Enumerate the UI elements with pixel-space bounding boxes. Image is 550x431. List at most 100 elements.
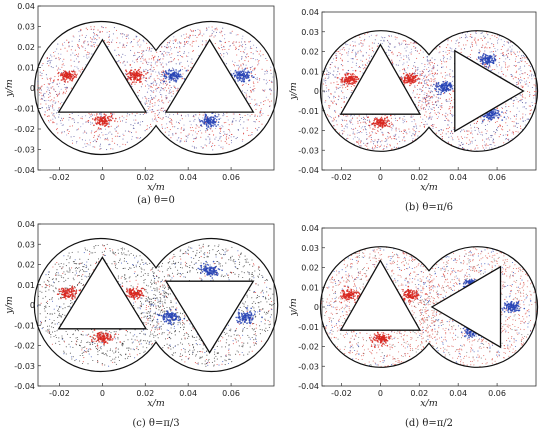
particle-point [434, 73, 436, 75]
particle-point [414, 72, 416, 74]
cluster-point [71, 70, 73, 73]
cluster-point [170, 70, 172, 72]
particle-point [202, 114, 204, 116]
particle-point [480, 118, 482, 120]
particle-point [487, 138, 489, 140]
particle-point [471, 142, 473, 144]
particle-point [131, 67, 133, 69]
cluster-point [134, 68, 136, 71]
particle-point [491, 34, 493, 36]
particle-point [63, 41, 65, 43]
particle-point [125, 37, 127, 39]
particle-point [246, 96, 248, 98]
particle-point [106, 149, 108, 151]
particle-point [511, 138, 513, 140]
particle-point [492, 51, 495, 53]
particle-point [192, 130, 194, 132]
particle-point [469, 141, 471, 143]
particle-point [151, 96, 153, 98]
particle-point [265, 96, 267, 98]
particle-point [238, 335, 240, 337]
particle-point [434, 72, 436, 74]
particle-point [519, 82, 522, 84]
particle-point [225, 133, 227, 136]
particle-point [179, 119, 181, 121]
particle-point [106, 41, 108, 43]
particle-point [148, 127, 151, 129]
particle-point [530, 75, 533, 77]
particle-point [166, 51, 168, 53]
particle-point [505, 122, 507, 124]
particle-point [185, 135, 187, 137]
particle-point [407, 64, 409, 67]
particle-point [55, 65, 57, 67]
cluster-point [128, 76, 130, 79]
particle-point [145, 128, 147, 131]
particle-point [254, 103, 257, 105]
particle-point [413, 65, 415, 67]
cluster-point [412, 81, 415, 84]
particle-point [202, 122, 204, 124]
particle-point [390, 35, 393, 37]
particle-point [464, 136, 466, 138]
cluster-point [108, 115, 110, 118]
particle-point [92, 146, 94, 148]
cluster-point [127, 75, 130, 78]
particle-point [136, 347, 138, 349]
particle-point [230, 142, 233, 144]
cluster-point [240, 80, 243, 83]
particle-point [255, 78, 257, 80]
particle-point [385, 140, 387, 142]
cluster-point [501, 111, 503, 113]
particle-point [432, 97, 434, 99]
particle-point [249, 47, 251, 49]
particle-point [375, 35, 377, 37]
particle-point [169, 117, 171, 120]
particle-point [336, 55, 338, 57]
particle-point [169, 61, 171, 63]
particle-point [227, 324, 229, 326]
particle-point [431, 79, 433, 81]
particle-point [427, 100, 429, 102]
particle-point [450, 143, 452, 146]
particle-point [179, 54, 181, 57]
particle-point [162, 83, 164, 85]
particle-point [258, 60, 260, 62]
particle-point [238, 120, 240, 122]
cluster-point [244, 76, 247, 78]
particle-point [447, 131, 449, 133]
particle-point [458, 138, 460, 140]
particle-point [350, 91, 352, 93]
particle-point [254, 115, 256, 117]
particle-point [391, 61, 393, 63]
particle-point [174, 87, 176, 89]
particle-point [112, 358, 114, 360]
particle-point [209, 139, 211, 141]
particle-point [70, 65, 72, 67]
cluster-point [145, 77, 147, 79]
cluster-point [503, 116, 506, 118]
particle-point [400, 130, 403, 132]
particle-point [87, 44, 89, 46]
particle-point [381, 131, 383, 133]
particle-point [515, 58, 517, 60]
cluster-point [206, 118, 208, 121]
particle-point [163, 79, 165, 81]
particle-point [146, 98, 148, 100]
particle-point [524, 120, 526, 122]
particle-point [417, 106, 419, 108]
particle-point [259, 50, 261, 52]
particle-point [82, 68, 84, 71]
particle-point [158, 73, 160, 75]
particle-point [80, 28, 82, 30]
cluster-point [248, 74, 250, 77]
particle-point [41, 107, 43, 109]
particle-point [70, 87, 72, 89]
particle-point [364, 126, 366, 128]
particle-point [525, 114, 527, 116]
particle-point [423, 96, 426, 98]
particle-point [469, 46, 472, 48]
particle-point [110, 148, 112, 150]
particle-point [261, 290, 263, 292]
particle-point [50, 105, 52, 107]
